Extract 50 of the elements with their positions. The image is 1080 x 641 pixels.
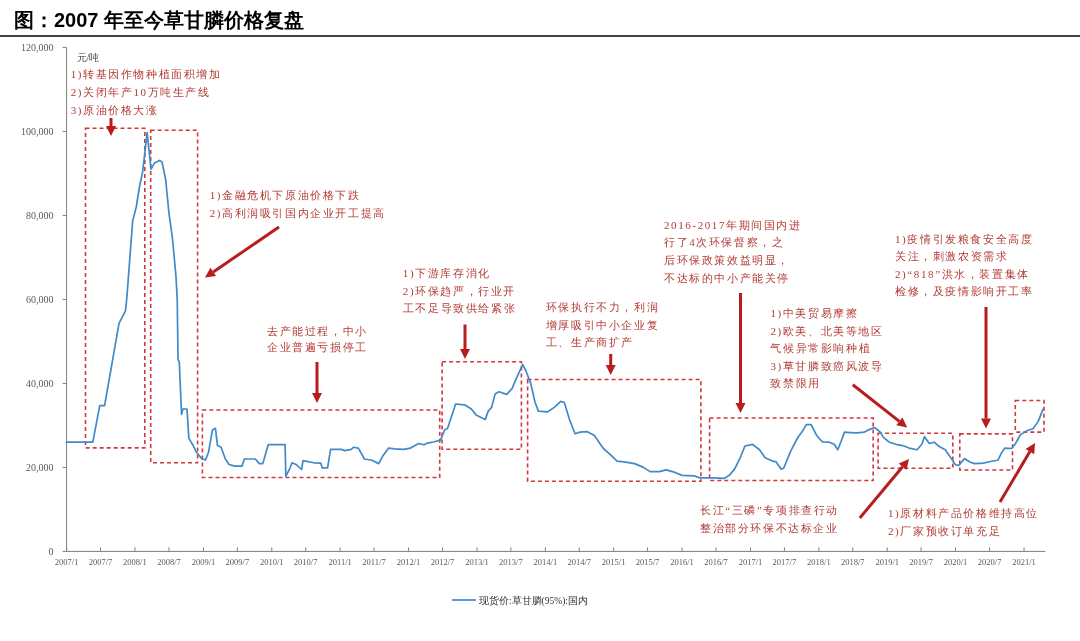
annotation: 1)转基因作物种植面积增加 2)关闭年产10万吨生产线 3)原油价格大涨 bbox=[70, 68, 222, 117]
chart-title: 图：2007 年至今草甘膦价格复盘 bbox=[14, 9, 305, 31]
line-series bbox=[65, 131, 1044, 480]
annotation: 1)下游库存消化 2)环保趋严，行业开工不足导致供给紧张 bbox=[402, 267, 517, 314]
x-tick-label: 2010/1 bbox=[259, 557, 284, 568]
x-tick-label: 2020/1 bbox=[943, 557, 968, 568]
x-tick-label: 2017/1 bbox=[738, 557, 763, 568]
x-tick-label: 2008/7 bbox=[157, 557, 181, 568]
x-tick-label: 2011/7 bbox=[362, 557, 386, 568]
x-tick-label: 2013/7 bbox=[499, 557, 523, 568]
y-axis-title: 元/吨 bbox=[76, 52, 100, 63]
x-tick-label: 2010/7 bbox=[293, 557, 318, 568]
x-tick-label: 2020/7 bbox=[977, 557, 1002, 568]
y-tick-label: 80,000 bbox=[26, 209, 54, 221]
x-tick-label: 2015/1 bbox=[601, 557, 626, 568]
x-tick-label: 2018/7 bbox=[840, 557, 865, 568]
y-tick-label: 0 bbox=[48, 545, 54, 557]
x-tick-label: 2015/7 bbox=[635, 557, 660, 568]
x-tick-label: 2021/1 bbox=[1012, 557, 1036, 568]
x-tick-label: 2007/7 bbox=[88, 557, 113, 568]
x-tick-label: 2009/1 bbox=[191, 557, 216, 568]
x-tick-label: 2007/1 bbox=[54, 557, 79, 568]
x-tick-label: 2012/7 bbox=[430, 557, 455, 568]
x-tick-label: 2019/7 bbox=[909, 557, 933, 568]
annotation: 1)原材料产品价格维持高位 2)厂家预收订单充足 bbox=[888, 507, 1039, 538]
legend-label: 现货价:草甘膦(95%):国内 bbox=[478, 594, 589, 607]
x-tick-label: 2012/1 bbox=[396, 557, 421, 568]
y-tick-label: 60,000 bbox=[26, 293, 54, 305]
y-tick-label: 20,000 bbox=[26, 461, 54, 473]
y-tick-label: 120,000 bbox=[21, 41, 54, 53]
x-tick-label: 2017/7 bbox=[772, 557, 797, 568]
x-tick-label: 2011/1 bbox=[328, 557, 352, 568]
x-tick-label: 2014/7 bbox=[567, 557, 592, 568]
annotation: 1)中美贸易摩擦 2)欧美、北美等地区气候异常影响种植 3)草甘膦致癌风波导致禁限用 bbox=[770, 307, 884, 390]
x-tick-label: 2016/7 bbox=[704, 557, 728, 568]
annotation: 长江“三磷”专项排查行动整治部分环保不达标企业 bbox=[700, 504, 839, 534]
annotation: 去产能过程，中小企业普遍亏损停工 bbox=[267, 324, 368, 353]
x-tick-label: 2014/1 bbox=[533, 557, 558, 568]
annotation: 1)金融危机下原油价格下跌 2)高利润吸引国内企业开工提高 bbox=[209, 188, 386, 220]
y-tick-label: 40,000 bbox=[26, 377, 54, 389]
x-tick-label: 2013/1 bbox=[465, 557, 489, 568]
annotation: 环保执行不力，利润增厚吸引中小企业复工、生产商扩产 bbox=[544, 301, 660, 349]
y-tick-label: 100,000 bbox=[21, 125, 54, 137]
x-tick-label: 2008/1 bbox=[123, 557, 147, 568]
x-tick-label: 2009/7 bbox=[225, 557, 250, 568]
x-tick-label: 2018/1 bbox=[807, 557, 831, 568]
x-tick-label: 2016/1 bbox=[670, 557, 694, 568]
annotation: 1)疫情引发粮食安全高度关注，刺激农资需求 2)“818”洪水，装置集体检修，及疫情影响开工率 bbox=[895, 232, 1034, 297]
x-tick-label: 2019/1 bbox=[875, 557, 900, 568]
annotation: 2016-2017年期间国内进行了4次环保督察，之后环保政策效益明显，不达标的中小产能关停 bbox=[664, 218, 802, 284]
